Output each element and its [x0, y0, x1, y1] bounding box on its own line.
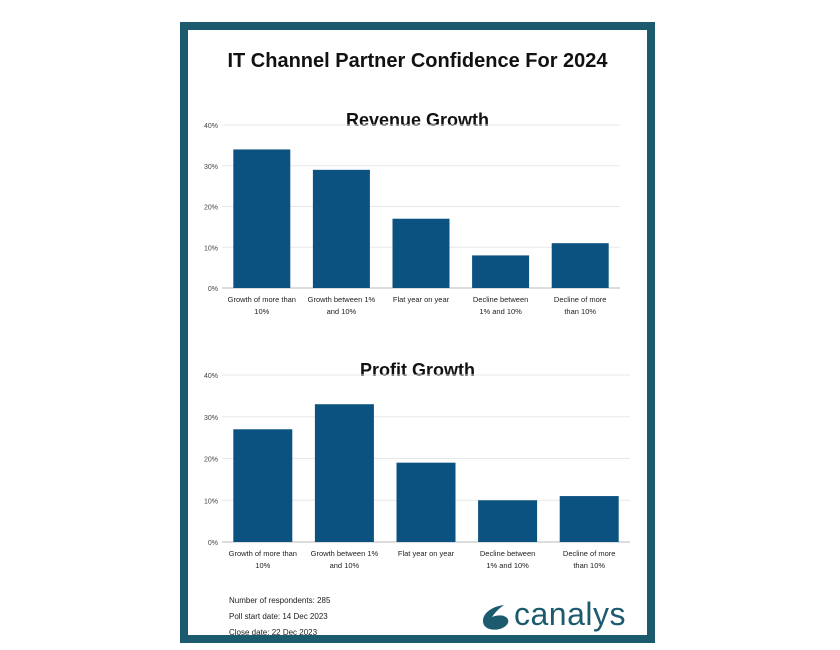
x-tick-label: Decline of more: [554, 295, 607, 304]
bar-4: [478, 500, 538, 542]
x-tick-label: than 10%: [564, 307, 596, 316]
bar-3: [396, 462, 456, 542]
bar-1: [233, 429, 293, 542]
bar-3: [392, 218, 450, 288]
y-tick-label: 10%: [204, 245, 218, 252]
bar-2: [314, 404, 374, 542]
x-tick-label: than 10%: [573, 561, 605, 570]
x-tick-label: Decline between: [473, 295, 528, 304]
bar-4: [472, 255, 530, 288]
x-tick-label: 1% and 10%: [486, 561, 529, 570]
y-tick-label: 40%: [204, 373, 218, 380]
x-tick-label: Growth between 1%: [311, 549, 379, 558]
y-tick-label: 30%: [204, 164, 218, 171]
charts-svg: 0% 10% 20% 30% 40% Growth of more than 10% Grow…: [204, 123, 630, 570]
y-tick-label: 20%: [204, 457, 218, 464]
page-title: IT Channel Partner Confidence For 2024: [227, 50, 608, 72]
x-tick-label: and 10%: [330, 561, 360, 570]
canalys-swirl-icon: [482, 604, 509, 630]
bar-2: [312, 169, 370, 288]
poll-start-note: Poll start date: 14 Dec 2023: [229, 612, 328, 621]
x-tick-label: 10%: [255, 561, 270, 570]
x-tick-label: Flat year on year: [398, 549, 455, 558]
x-tick-label: Decline of more: [563, 549, 616, 558]
y-tick-label: 40%: [204, 123, 218, 130]
y-tick-label: 10%: [204, 498, 218, 505]
y-tick-label: 0%: [208, 286, 218, 293]
x-tick-label: Growth of more than: [228, 295, 296, 304]
x-tick-label: 10%: [254, 307, 269, 316]
close-date-note: Close date: 22 Dec 2023: [229, 628, 318, 637]
y-tick-label: 30%: [204, 415, 218, 422]
x-tick-label: and 10%: [327, 307, 357, 316]
bar-5: [551, 243, 609, 288]
bar-1: [233, 149, 291, 288]
logo-text: canalys: [514, 596, 626, 632]
x-tick-label: Flat year on year: [393, 295, 450, 304]
x-tick-label: Growth between 1%: [308, 295, 376, 304]
y-tick-label: 20%: [204, 205, 218, 212]
bar-5: [559, 496, 619, 542]
x-tick-label: Growth of more than: [229, 549, 297, 558]
infographic-frame: IT Channel Partner Confidence For 2024 R…: [180, 22, 655, 643]
y-tick-label: 0%: [208, 540, 218, 547]
x-tick-label: Decline between: [480, 549, 535, 558]
x-tick-label: 1% and 10%: [479, 307, 522, 316]
canalys-logo: canalys: [478, 596, 626, 633]
respondents-note: Number of respondents: 285: [229, 596, 331, 605]
